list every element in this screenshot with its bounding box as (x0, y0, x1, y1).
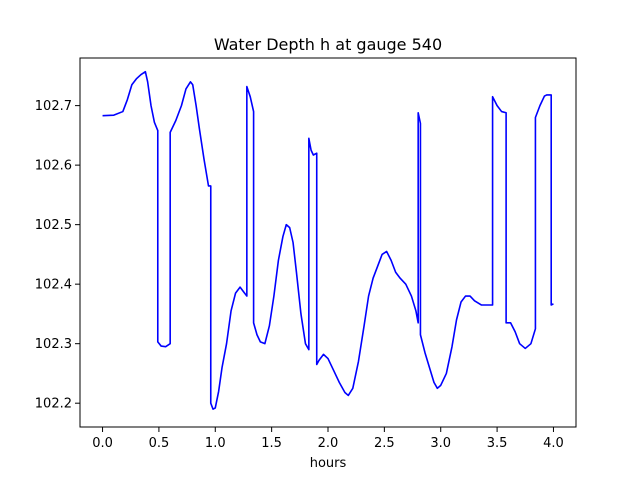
x-tick-label: 0.0 (92, 436, 113, 451)
chart-title: Water Depth h at gauge 540 (214, 35, 442, 54)
x-axis-label: hours (310, 456, 347, 471)
y-tick-label: 102.2 (35, 397, 72, 412)
x-axis: 0.0 0.5 1.0 1.5 2.0 2.5 3.0 3.5 4.0 (92, 427, 564, 451)
y-tick-label: 102.7 (35, 99, 72, 114)
series-line-0 (102, 70, 554, 410)
x-tick-label: 3.5 (487, 436, 508, 451)
x-tick-label: 4.0 (543, 436, 564, 451)
x-tick-label: 2.5 (374, 436, 395, 451)
x-tick-label: 2.0 (318, 436, 339, 451)
x-tick-label: 0.5 (149, 436, 170, 451)
y-tick-label: 102.5 (35, 218, 72, 233)
y-tick-label: 102.3 (35, 337, 72, 352)
x-tick-label: 3.0 (430, 436, 451, 451)
x-tick-label: 1.5 (261, 436, 282, 451)
plot-area (102, 70, 554, 410)
y-tick-label: 102.6 (35, 159, 72, 174)
y-tick-label: 102.4 (35, 278, 72, 293)
x-tick-label: 1.0 (205, 436, 226, 451)
y-axis: 102.2 102.3 102.4 102.5 102.6 102.7 (35, 99, 80, 412)
